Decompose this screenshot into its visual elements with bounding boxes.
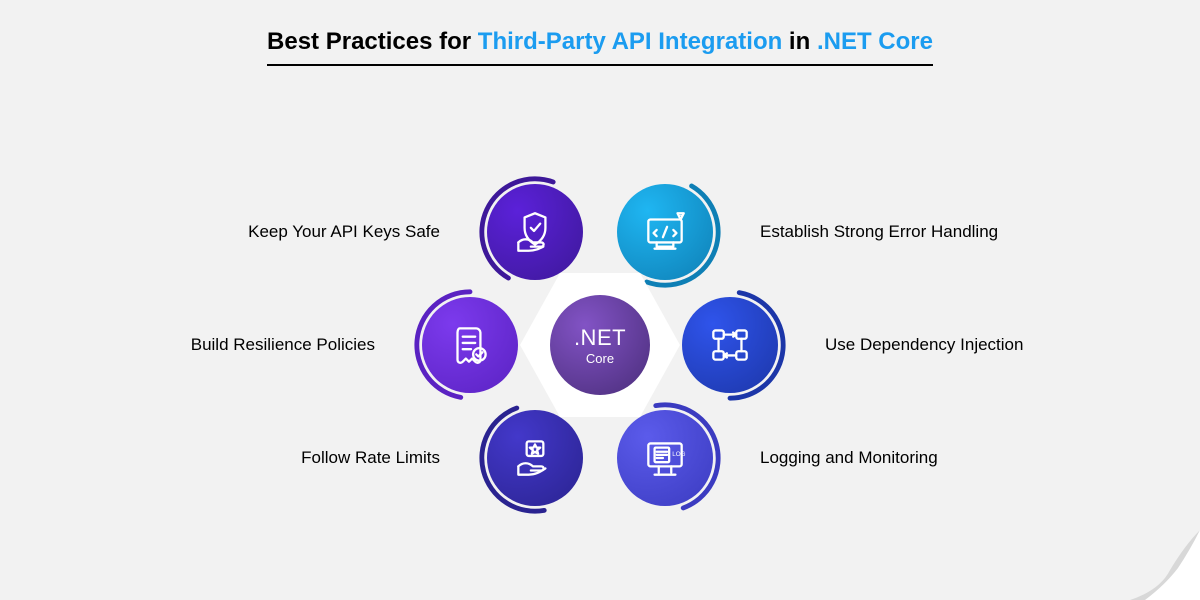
- page-curl-icon: [1130, 530, 1200, 600]
- checklist-icon: [445, 320, 495, 370]
- practice-label: Build Resilience Policies: [191, 335, 375, 355]
- title-container: Best Practices for Third-Party API Integ…: [0, 0, 1200, 66]
- practice-label: Logging and Monitoring: [760, 448, 938, 468]
- center-circle: .NET Core: [550, 295, 650, 395]
- center-hex-shape: .NET Core: [520, 265, 680, 425]
- flow-icon: [705, 320, 755, 370]
- star-hand-icon: [510, 433, 560, 483]
- log-monitor-icon: LOG: [640, 433, 690, 483]
- center-hex: .NET Core: [520, 265, 680, 425]
- shield-hand-icon: [510, 207, 560, 257]
- title-accent2: .NET Core: [817, 28, 933, 55]
- title-part2: in: [782, 28, 817, 55]
- title-part1: Best Practices for: [267, 28, 478, 55]
- practice-label: Follow Rate Limits: [301, 448, 440, 468]
- title-accent1: Third-Party API Integration: [478, 28, 782, 55]
- svg-text:LOG: LOG: [672, 450, 685, 457]
- page-title: Best Practices for Third-Party API Integ…: [267, 28, 933, 66]
- practice-label: Keep Your API Keys Safe: [248, 222, 440, 242]
- code-alert-icon: [640, 207, 690, 257]
- diagram-canvas: .NET Core Keep Your API Keys Safe Establi…: [50, 110, 1150, 580]
- center-text-top: .NET: [574, 325, 626, 351]
- practice-node: [422, 297, 518, 393]
- center-text-bottom: Core: [586, 351, 614, 366]
- practice-node: [682, 297, 778, 393]
- practice-label: Establish Strong Error Handling: [760, 222, 998, 242]
- practice-label: Use Dependency Injection: [825, 335, 1023, 355]
